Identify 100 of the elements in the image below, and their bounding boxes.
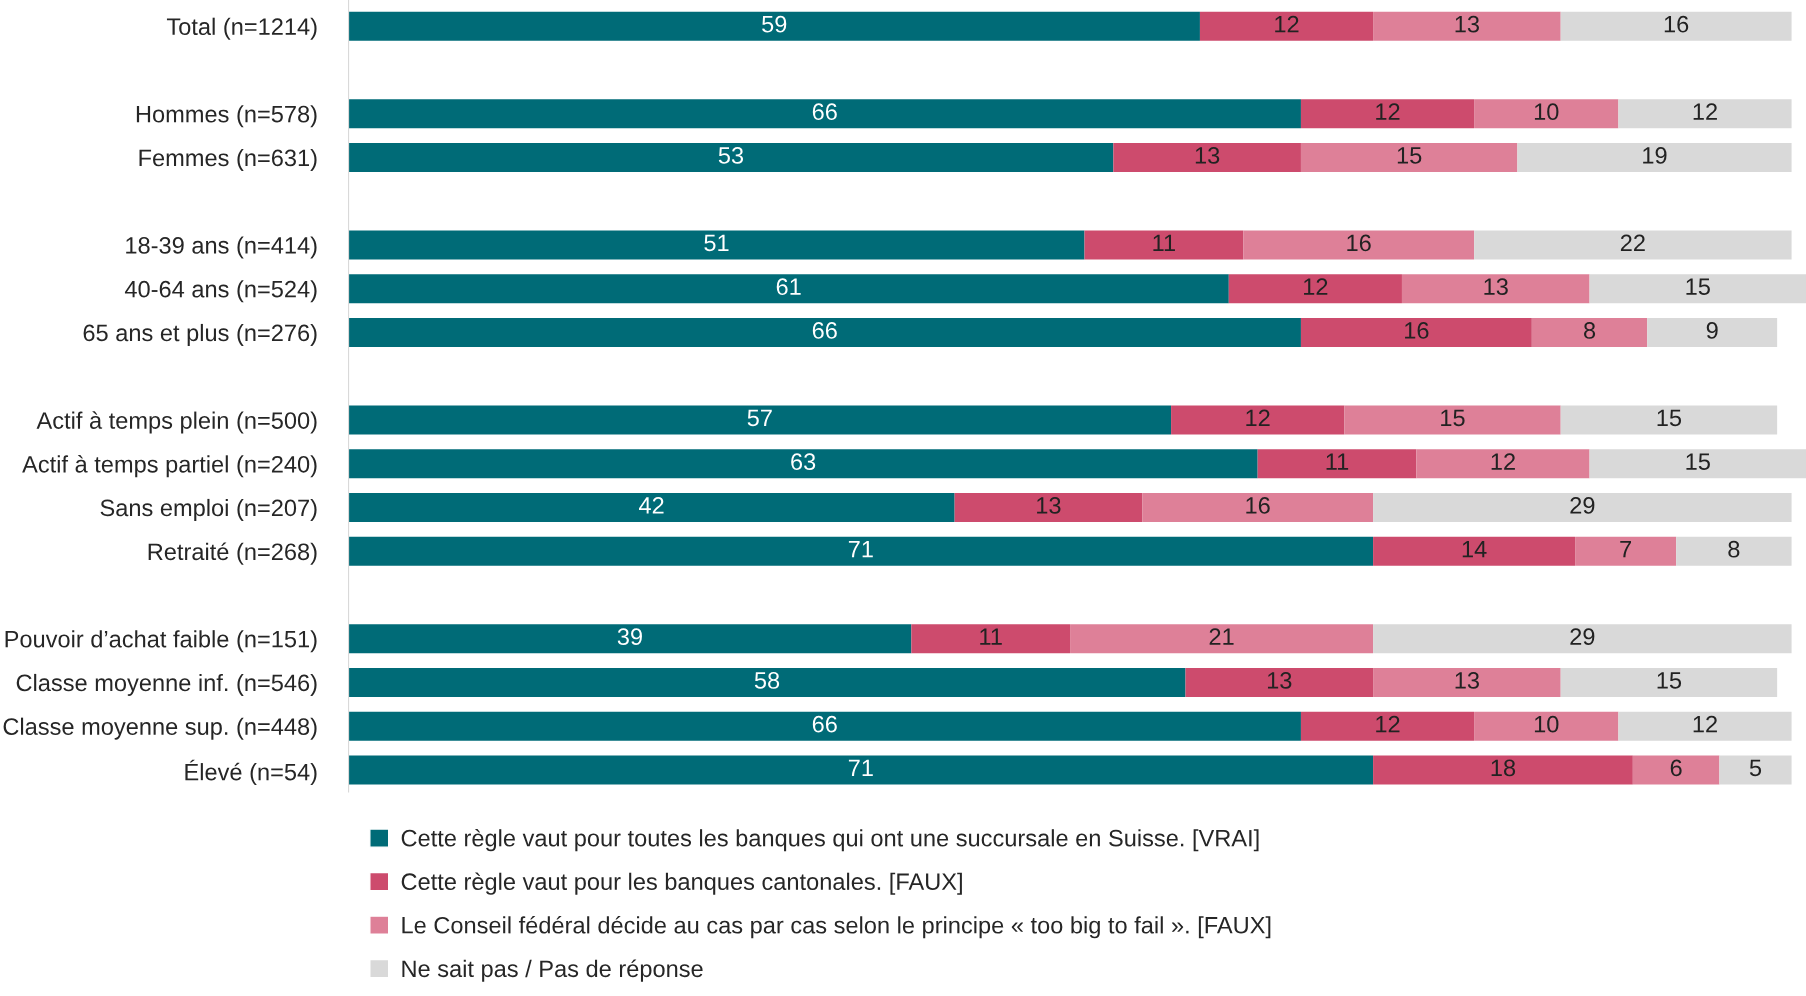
data-label: 12 xyxy=(1693,715,1717,733)
data-label: 9 xyxy=(1706,322,1718,339)
data-label: 12 xyxy=(1376,715,1400,733)
bar xyxy=(1531,318,1648,347)
data-label: 66 xyxy=(812,103,837,121)
bar xyxy=(1300,99,1475,129)
data-label: 11 xyxy=(980,628,1002,645)
bar xyxy=(1632,755,1720,785)
y-tick-label: 65 ans et plus (n=276) xyxy=(83,323,317,346)
data-label: 29 xyxy=(1570,628,1595,646)
data-label: 11 xyxy=(1326,453,1349,470)
data-label: 10 xyxy=(1534,715,1559,733)
bar xyxy=(1300,711,1475,741)
bar xyxy=(1373,536,1576,566)
data-label: 58 xyxy=(754,672,780,689)
bar xyxy=(1070,624,1374,654)
data-label: 39 xyxy=(617,628,642,646)
y-tick-label: Sans emploi (n=207) xyxy=(100,498,317,521)
bar xyxy=(1373,668,1561,697)
bar xyxy=(1589,274,1806,304)
data-label: 57 xyxy=(747,409,772,427)
y-tick-label: Classe moyenne inf. (n=546) xyxy=(16,673,317,696)
bar xyxy=(1474,230,1792,260)
bar xyxy=(1373,11,1561,41)
legend-label: Ne sait pas / Pas de réponse xyxy=(402,959,703,982)
data-label: 42 xyxy=(639,497,664,514)
data-label: 16 xyxy=(1664,15,1689,33)
bar xyxy=(1618,711,1792,741)
data-label: 63 xyxy=(791,453,816,471)
y-tick-label: 40-64 ans (n=524) xyxy=(124,280,317,303)
bar xyxy=(348,624,912,654)
data-label: 13 xyxy=(1484,278,1508,296)
bar xyxy=(348,493,955,522)
bar xyxy=(1474,711,1619,741)
bar xyxy=(1373,755,1633,785)
data-label: 18 xyxy=(1491,759,1516,777)
bar xyxy=(1401,274,1590,304)
data-label: 13 xyxy=(1455,672,1479,689)
data-label: 11 xyxy=(1153,234,1175,252)
bar xyxy=(348,318,1301,347)
bar xyxy=(1560,668,1778,697)
data-label: 12 xyxy=(1246,409,1270,427)
bar xyxy=(1416,449,1590,479)
data-label: 59 xyxy=(762,15,787,33)
y-tick-label: Femmes (n=631) xyxy=(139,148,317,171)
data-label: 15 xyxy=(1397,147,1422,164)
data-label: 71 xyxy=(848,541,873,558)
y-tick-label: Classe moyenne sup. (n=448) xyxy=(3,717,317,740)
data-label: 13 xyxy=(1267,672,1292,689)
data-label: 16 xyxy=(1347,234,1371,252)
bar xyxy=(1142,493,1374,522)
bar xyxy=(911,624,1071,654)
bar xyxy=(348,274,1229,304)
bar xyxy=(348,755,1374,785)
data-label: 15 xyxy=(1686,278,1710,296)
data-label: 15 xyxy=(1686,453,1710,471)
bar xyxy=(1719,755,1792,785)
data-label: 29 xyxy=(1570,497,1595,514)
bar xyxy=(348,405,1172,435)
bar xyxy=(1257,449,1417,479)
bar xyxy=(348,11,1200,41)
bar xyxy=(1199,11,1374,41)
bar xyxy=(1243,230,1475,260)
data-label: 12 xyxy=(1376,103,1400,120)
data-label: 15 xyxy=(1657,672,1682,689)
bar xyxy=(1171,405,1345,435)
bar xyxy=(1575,536,1677,566)
y-tick-label: Retraité (n=268) xyxy=(148,542,317,565)
data-label: 15 xyxy=(1657,409,1682,427)
bar xyxy=(1560,11,1792,41)
bar xyxy=(1560,405,1778,435)
bar xyxy=(348,711,1301,741)
data-label: 13 xyxy=(1455,15,1479,33)
bar xyxy=(1618,99,1792,129)
data-label: 51 xyxy=(704,234,729,252)
data-label: 13 xyxy=(1195,147,1220,164)
data-label: 22 xyxy=(1620,234,1645,252)
bar xyxy=(1676,536,1792,566)
data-label: 12 xyxy=(1491,453,1515,470)
data-label: 12 xyxy=(1693,103,1717,120)
bar xyxy=(1300,318,1532,347)
data-label: 61 xyxy=(776,278,801,296)
data-label: 10 xyxy=(1534,103,1559,121)
data-label: 12 xyxy=(1304,278,1328,295)
data-label: 13 xyxy=(1037,497,1061,514)
y-tick-label: Élevé (n=54) xyxy=(185,759,317,786)
bar xyxy=(1344,405,1561,435)
bar xyxy=(348,668,1186,697)
bar xyxy=(1517,143,1792,172)
legend-label: Cette règle vaut pour les banques cantonales. [FAUX] xyxy=(401,872,962,895)
data-label: 19 xyxy=(1643,147,1667,164)
bar xyxy=(1084,230,1244,260)
data-label: 66 xyxy=(812,715,837,733)
data-label: 16 xyxy=(1246,497,1270,514)
data-label: 14 xyxy=(1462,541,1487,558)
data-label: 8 xyxy=(1728,540,1740,558)
data-label: 66 xyxy=(812,322,837,339)
bar xyxy=(348,536,1374,566)
data-label: 8 xyxy=(1584,322,1596,339)
y-tick-label: Pouvoir d’achat faible (n=151) xyxy=(5,630,317,653)
